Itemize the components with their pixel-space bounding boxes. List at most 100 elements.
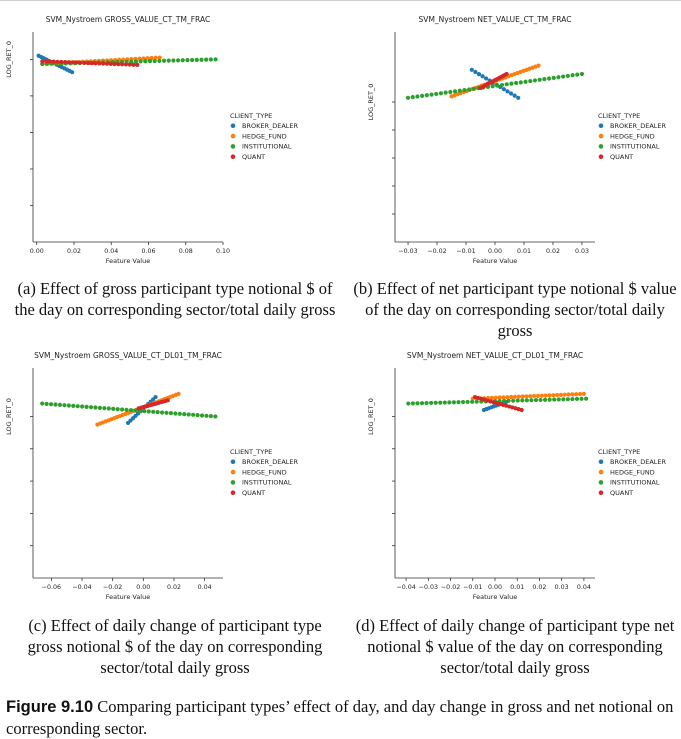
data-point: [471, 86, 476, 91]
data-point: [438, 91, 444, 96]
data-point: [566, 392, 571, 397]
data-point: [561, 74, 566, 79]
series-institutional: [40, 401, 218, 419]
data-point: [102, 406, 107, 411]
x-tick-label: −0.04: [72, 584, 91, 591]
chart-b: SVM_Nystroem NET_VALUE_CT_TM_FRAC −0.03 −0…: [367, 15, 667, 265]
legend-title: CLIENT_TYPE: [230, 112, 272, 120]
data-point: [512, 394, 518, 399]
data-point: [101, 61, 106, 66]
data-point: [579, 71, 585, 77]
data-point: [157, 58, 162, 63]
data-point: [520, 398, 525, 403]
data-point: [499, 82, 505, 88]
data-point: [501, 398, 507, 404]
data-point: [168, 411, 174, 416]
data-point: [155, 410, 160, 415]
data-point: [542, 77, 547, 82]
data-point: [533, 397, 539, 403]
chart-panel-a: SVM_Nystroem GROSS_VALUE_CT_TM_FRAC 0.00 0…: [0, 10, 340, 280]
legend-marker: [230, 154, 236, 159]
data-point: [529, 398, 534, 403]
data-point: [429, 92, 434, 97]
data-point: [40, 59, 45, 64]
data-point: [497, 395, 502, 400]
data-point: [74, 60, 79, 65]
data-point: [556, 397, 561, 402]
data-point: [177, 411, 182, 416]
data-point: [570, 73, 575, 78]
data-point: [434, 91, 439, 97]
data-point: [429, 400, 434, 406]
data-point: [57, 402, 63, 407]
data-point: [85, 60, 91, 66]
data-point: [420, 93, 425, 98]
y-axis-label: LOG_RET_0: [367, 84, 375, 121]
legend-label: INSTITUTIONAL: [610, 143, 660, 151]
data-point: [89, 61, 94, 66]
data-point: [127, 62, 132, 67]
data-point: [47, 59, 53, 64]
x-tick-label: 0.04: [198, 584, 212, 591]
legend-marker: [230, 144, 236, 149]
x-tick-label: 0.06: [141, 248, 155, 255]
legend-label: BROKER_DEALER: [610, 122, 667, 130]
data-point: [44, 401, 49, 406]
data-point: [104, 61, 110, 66]
data-point: [443, 90, 448, 95]
data-point: [190, 57, 195, 63]
data-point: [535, 393, 541, 398]
chart-panel-d: SVM_Nystroem NET_VALUE_CT_DL01_TM_FRAC −0…: [340, 346, 681, 616]
data-point: [93, 61, 98, 66]
data-point: [157, 55, 162, 60]
data-point: [120, 62, 125, 67]
data-point: [93, 405, 98, 410]
chart-c: SVM_Nystroem GROSS_VALUE_CT_DL01_TM_FRAC…: [5, 351, 299, 601]
data-point: [151, 409, 156, 414]
legend-label: BROKER_DEALER: [242, 458, 299, 466]
data-point: [474, 399, 479, 404]
series-institutional: [406, 396, 589, 406]
data-point: [490, 84, 495, 89]
data-point: [88, 405, 94, 410]
legend-label: HEDGE_FUND: [610, 132, 655, 140]
data-point: [448, 89, 453, 95]
data-point: [508, 91, 514, 96]
data-point: [143, 59, 148, 64]
data-point: [438, 400, 443, 405]
caption-c: (c) Effect of daily change of participan…: [27, 616, 323, 677]
data-point: [142, 409, 147, 414]
legend-marker: [598, 154, 604, 159]
data-point: [501, 87, 507, 92]
data-point: [424, 400, 429, 406]
data-point: [512, 93, 517, 98]
data-point: [547, 397, 552, 402]
data-point: [581, 391, 586, 396]
x-axis-label: Feature Value: [106, 257, 150, 265]
chart-title: SVM_Nystroem GROSS_VALUE_CT_DL01_TM_FRAC: [34, 351, 222, 360]
x-tick-label: 0.03: [555, 584, 569, 591]
data-point: [410, 401, 415, 406]
data-point: [424, 93, 429, 98]
data-point: [59, 59, 64, 65]
data-point: [145, 56, 150, 61]
legend-label: QUANT: [610, 153, 633, 161]
data-point: [467, 87, 472, 92]
x-tick-label: −0.02: [441, 584, 460, 591]
data-point: [556, 75, 561, 80]
legend: CLIENT_TYPE BROKER_DEALER HEDGE_FUND INSTIT…: [598, 112, 667, 161]
x-tick-label: −0.03: [398, 248, 417, 255]
x-tick-label: −0.03: [419, 584, 438, 591]
data-point: [574, 396, 580, 402]
data-point: [514, 80, 519, 86]
series-quant: [136, 398, 170, 411]
legend-marker: [230, 469, 236, 475]
data-point: [505, 89, 510, 94]
data-point: [561, 397, 566, 402]
data-point: [75, 404, 80, 409]
figure-label: Figure 9.10: [6, 698, 94, 716]
data-point: [462, 87, 467, 93]
data-point: [493, 395, 498, 400]
data-point: [516, 95, 521, 100]
data-point: [520, 394, 525, 399]
